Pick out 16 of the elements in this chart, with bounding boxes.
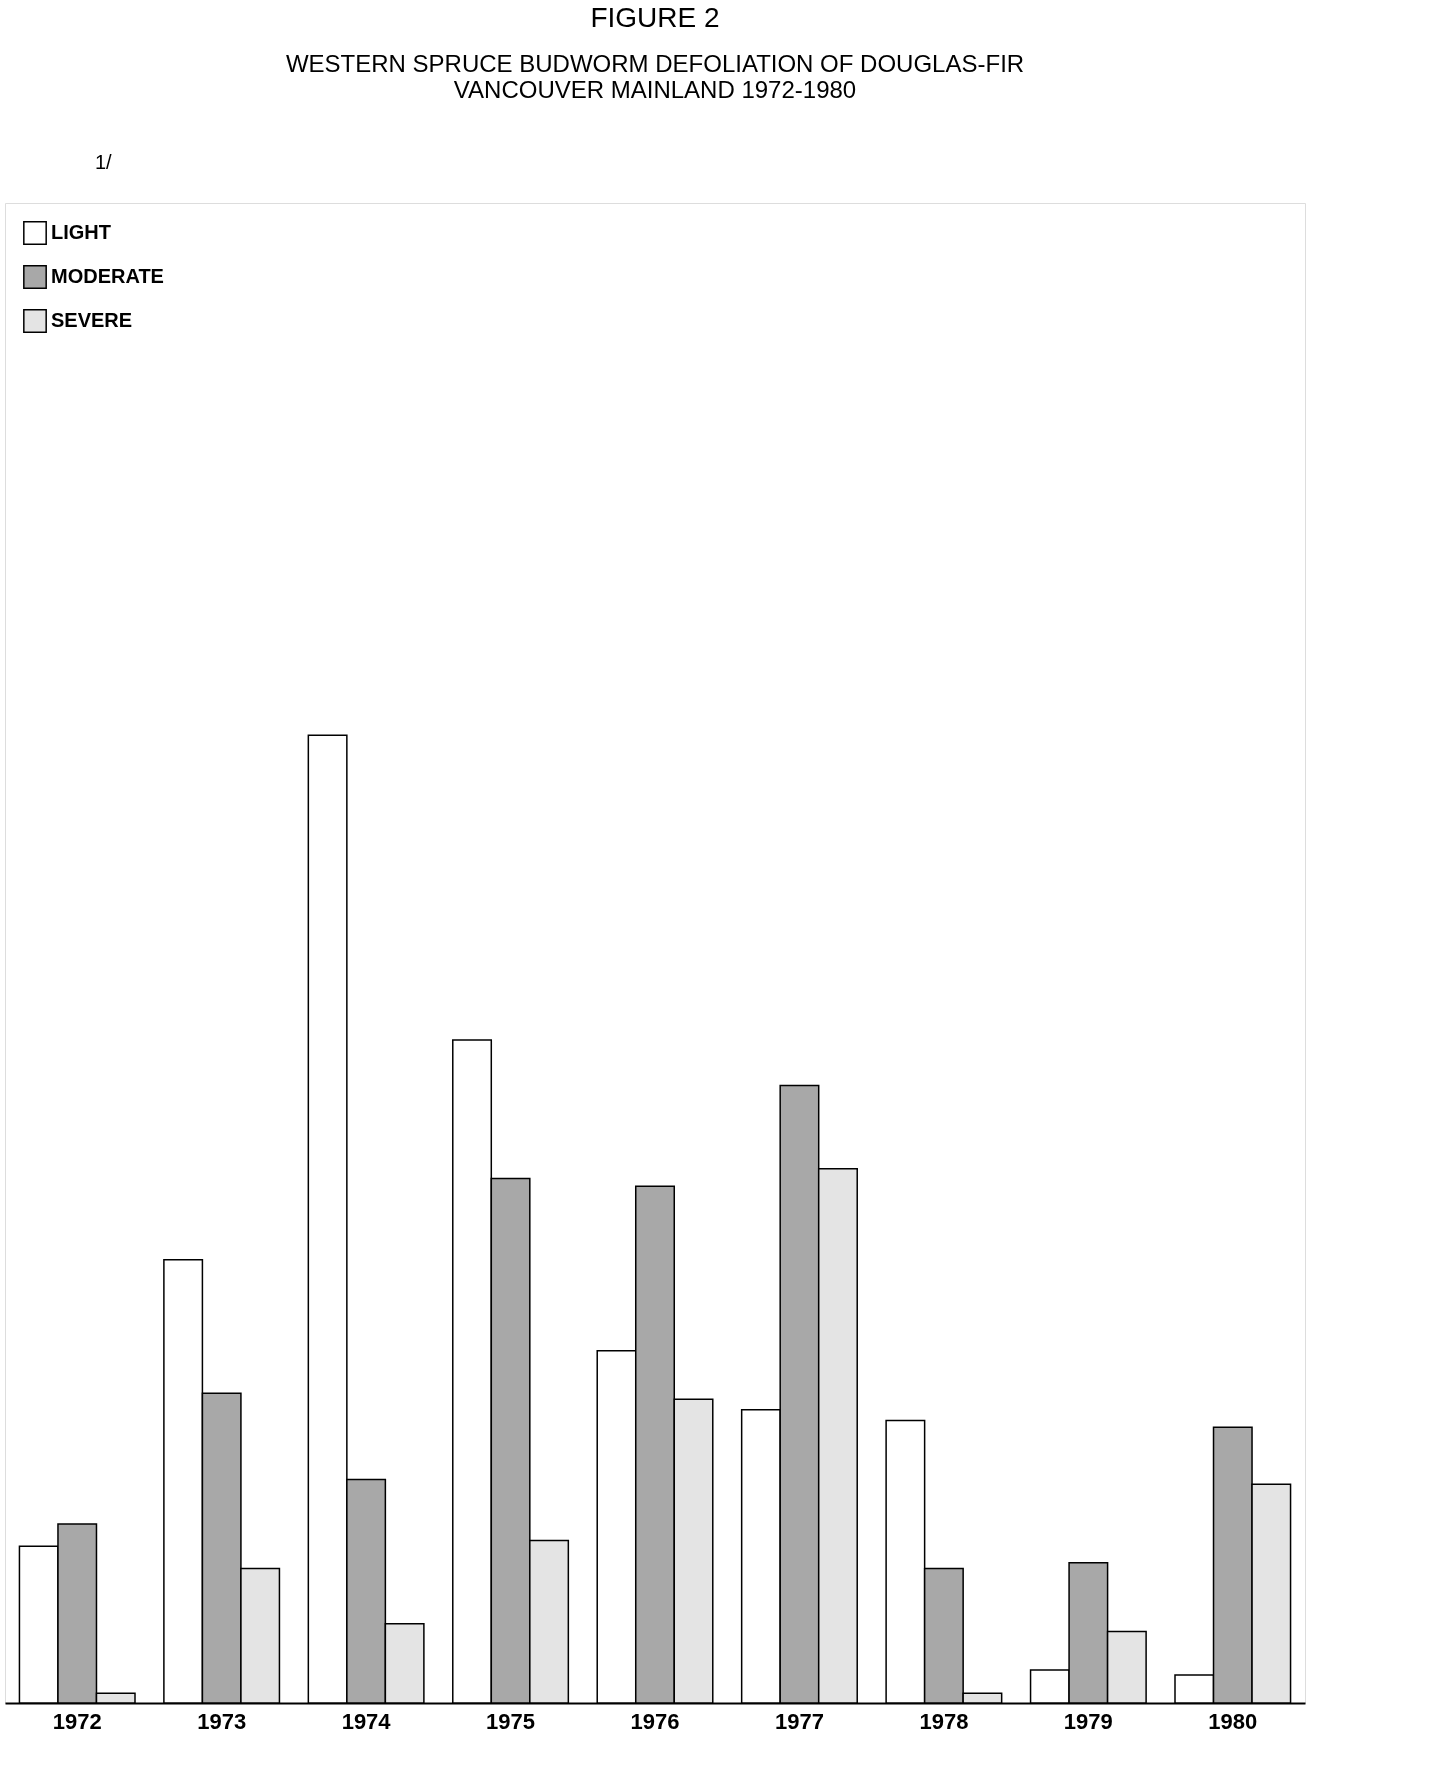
x-tick-label: 1972	[52, 1708, 102, 1734]
x-tick-label: 1978	[919, 1708, 969, 1734]
text: 1/	[95, 151, 113, 173]
legend-label: SEVERE	[51, 309, 133, 331]
chart-title: FIGURE 2	[590, 2, 720, 33]
x-tick-label: 1980	[1208, 1708, 1258, 1734]
x-tick-label: 1973	[197, 1708, 247, 1734]
text: VANCOUVER MAINLAND 1972-1980	[453, 76, 857, 103]
legend-label: LIGHT	[51, 221, 111, 243]
x-tick-label: 1975	[486, 1708, 536, 1734]
x-tick-label: 1977	[774, 1708, 824, 1734]
x-tick-label: 1976	[630, 1708, 680, 1734]
legend-label: MODERATE	[51, 265, 164, 287]
x-tick-label: 1974	[341, 1708, 392, 1734]
text: WESTERN SPRUCE BUDWORM DEFOLIATION OF DOUGLAS-FIR	[285, 50, 1025, 77]
x-tick-label: 1979	[1063, 1708, 1113, 1734]
